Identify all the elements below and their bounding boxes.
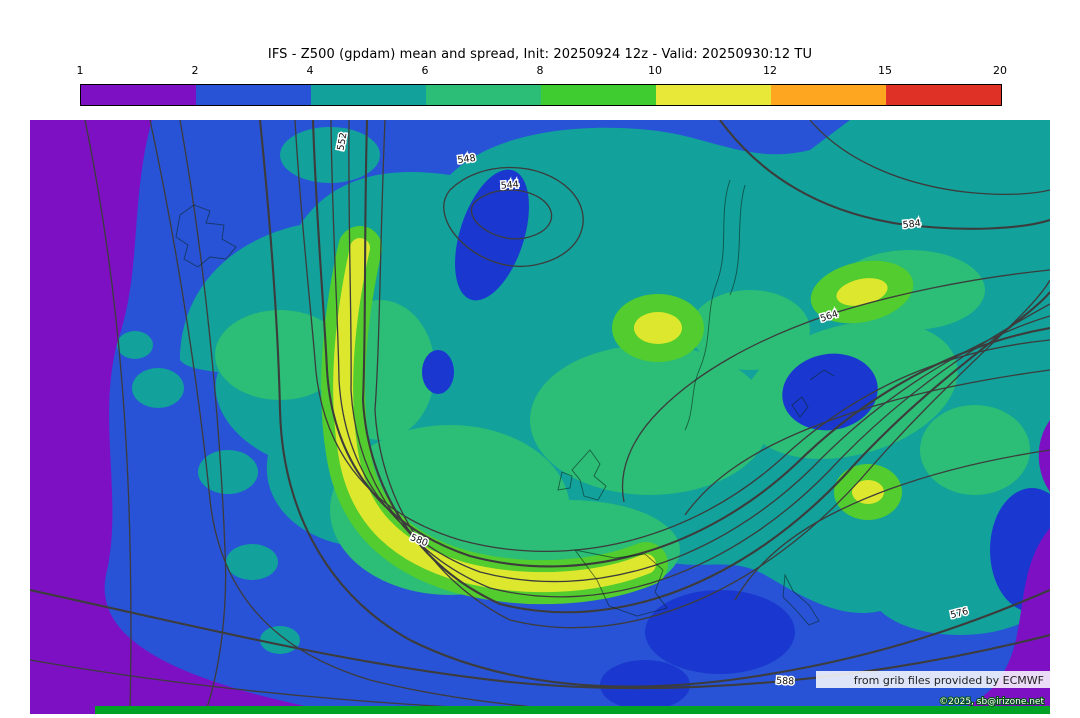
- colorbar-segment: [196, 85, 311, 105]
- spread-fill-purple: [30, 120, 1050, 714]
- weather-map: 552 548 544 584 564 580 588 576 from gri…: [30, 120, 1050, 714]
- colorbar-segment: [656, 85, 771, 105]
- contour-label: 588: [776, 676, 795, 688]
- colorbar: [80, 84, 1002, 106]
- colorbar-tick: 20: [993, 64, 1007, 77]
- contour-label: 584: [902, 218, 921, 231]
- spread-max-spots: [612, 260, 914, 520]
- colorbar-tick: 8: [536, 64, 544, 77]
- colorbar-tick: 6: [421, 64, 429, 77]
- colorbar-tick: 15: [878, 64, 892, 77]
- contour-lines: [30, 120, 1050, 714]
- page-title: IFS - Z500 (gpdam) mean and spread, Init…: [267, 47, 813, 62]
- colorbar-tick: 2: [191, 64, 199, 77]
- credit-background: [816, 671, 1050, 688]
- colorbar-segment: [426, 85, 541, 105]
- contour-label: 548: [457, 153, 476, 166]
- credit-ecmwf: from grib files provided by ECMWF: [854, 674, 1044, 687]
- colorbar-segment: [541, 85, 656, 105]
- contour-label: 544: [500, 179, 519, 192]
- colorbar-tick: 4: [306, 64, 314, 77]
- credits: from grib files provided by ECMWF ©2025,…: [95, 671, 1050, 714]
- colorbar-tick: 1: [76, 64, 84, 77]
- colorbar-segment: [886, 85, 1001, 105]
- colorbar-segment: [311, 85, 426, 105]
- contour-label: 552: [336, 132, 350, 152]
- colorbar-segment: [81, 85, 196, 105]
- credit-signature: ©2025, sb@irizone.net: [939, 697, 1044, 707]
- colorbar-ticks: 1 2 4 6 8 10 12 15 20: [76, 64, 1008, 78]
- colorbar-tick: 12: [763, 64, 777, 77]
- colorbar-segment: [771, 85, 886, 105]
- colorbar-tick: 10: [648, 64, 662, 77]
- credit-bar: [95, 706, 1050, 714]
- coastlines: [175, 179, 835, 626]
